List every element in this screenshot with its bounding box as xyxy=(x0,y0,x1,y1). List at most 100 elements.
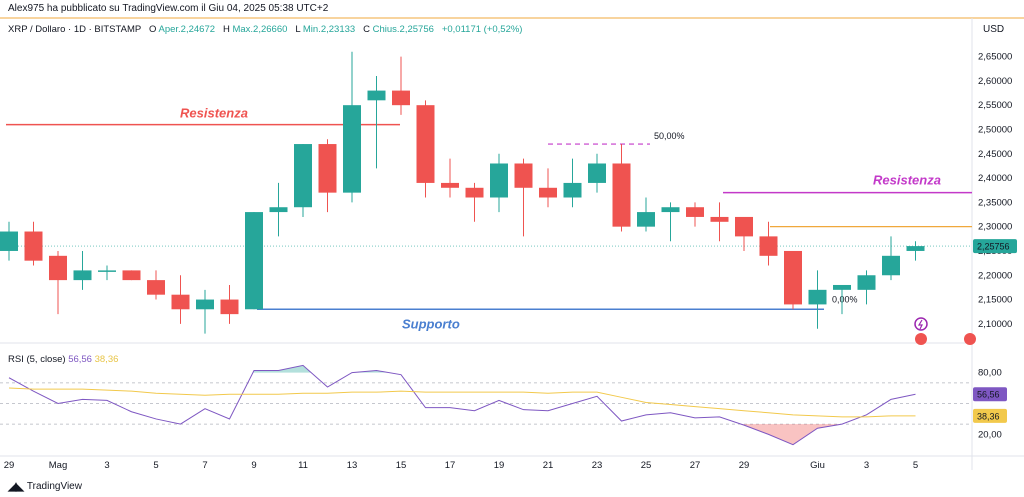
time-tick-label: 17 xyxy=(445,460,456,471)
candle-body xyxy=(661,207,680,213)
candle-body xyxy=(686,207,704,217)
tradingview-brand: TradingView xyxy=(26,481,82,492)
high-label: H xyxy=(222,24,230,35)
candle xyxy=(882,236,900,281)
candle-body xyxy=(833,284,851,290)
grid-layer xyxy=(0,17,1024,470)
time-tick-label: 21 xyxy=(543,460,554,471)
rsi-ma-value: 38,36 xyxy=(94,354,119,365)
series-legend: XRP / Dollaro · 1D · BITSTAMP O Aper.2,2… xyxy=(8,24,522,35)
candle xyxy=(269,182,288,237)
time-tick-label: 9 xyxy=(251,460,256,471)
fib-0-label: 0,00% xyxy=(832,295,858,305)
time-tick-label: 3 xyxy=(864,460,869,471)
candle xyxy=(0,221,18,261)
candle xyxy=(122,270,141,281)
candle-body xyxy=(367,90,386,101)
open-value: Aper.2,24672 xyxy=(158,24,216,35)
candle xyxy=(539,168,557,208)
time-tick-label: 25 xyxy=(641,460,652,471)
candle-body xyxy=(49,255,67,281)
candle xyxy=(686,202,704,227)
candle xyxy=(220,284,239,324)
close-value: Chius.2,25756 xyxy=(372,24,434,35)
candle xyxy=(98,265,116,281)
candle xyxy=(465,182,484,222)
candle xyxy=(808,270,827,329)
low-label: L xyxy=(295,24,301,35)
candle-body xyxy=(906,246,925,251)
candle-body xyxy=(196,299,214,310)
rsi-layer xyxy=(0,364,972,446)
candle-body xyxy=(122,270,141,281)
candle xyxy=(24,221,43,266)
time-tick-label: 13 xyxy=(347,460,358,471)
candle-body xyxy=(490,163,508,198)
price-tick-label: 2,35000 xyxy=(978,197,1012,208)
price-tick-label: 2,45000 xyxy=(978,149,1012,160)
candle-body xyxy=(514,163,533,188)
time-tick-label: 5 xyxy=(913,460,918,471)
candle-body xyxy=(759,236,778,256)
tradingview-logo[interactable]: ◢◣ TradingView xyxy=(8,480,82,493)
candle xyxy=(710,202,729,242)
time-tick-label: 7 xyxy=(202,460,207,471)
time-tick-label: 5 xyxy=(153,460,158,471)
fib-50-label: 50,00% xyxy=(654,131,685,141)
axis-layer: 2,65000 2,60000 2,55000 2,50000 2,45000 2,400… xyxy=(4,52,1017,471)
last-price-label: 2,25756 xyxy=(977,242,1010,252)
candle-body xyxy=(441,182,459,188)
rsi-label: RSI (5, close) xyxy=(8,354,66,365)
price-tick-label: 2,50000 xyxy=(978,124,1012,135)
candle-body xyxy=(269,207,288,213)
candle-body xyxy=(563,182,582,198)
candle xyxy=(343,51,361,203)
candle-body xyxy=(539,187,557,198)
candle xyxy=(637,197,655,232)
support-label: Supporto xyxy=(402,316,460,331)
rsi-tick-label: 80,00 xyxy=(978,368,1002,379)
candles-layer xyxy=(0,51,925,334)
candle xyxy=(490,153,508,213)
low-value: Min.2,23133 xyxy=(302,24,356,35)
time-tick-label: Giu xyxy=(810,460,825,471)
candle-body xyxy=(294,144,312,208)
publish-caption: Alex975 ha pubblicato su TradingView.com… xyxy=(8,3,329,14)
price-tick-label: 2,40000 xyxy=(978,173,1012,184)
candle xyxy=(563,158,582,208)
last-price-badge xyxy=(973,239,1017,254)
candle-body xyxy=(171,294,190,310)
candle xyxy=(171,275,190,324)
candle xyxy=(661,202,680,242)
candle xyxy=(245,212,263,310)
candle-body xyxy=(735,216,753,237)
candle-body xyxy=(612,163,631,227)
candle-body xyxy=(882,255,900,276)
flag-event-icon-2 xyxy=(964,333,976,345)
time-tick-label: 3 xyxy=(104,460,109,471)
candle-body xyxy=(343,105,361,193)
candle xyxy=(612,144,631,232)
resistance-red-label: Resistenza xyxy=(180,106,248,121)
resistance-purple-label: Resistenza xyxy=(873,173,941,188)
candle-body xyxy=(147,280,165,295)
currency-label: USD xyxy=(983,24,1005,35)
time-tick-label: 27 xyxy=(690,460,701,471)
candle xyxy=(784,250,802,310)
rsi-badge xyxy=(973,387,1007,402)
candle xyxy=(857,270,876,305)
annotation-lines: Resistenza Resistenza Supporto 50,00% 0,00% xyxy=(0,106,972,331)
candle-body xyxy=(98,270,116,272)
candle-body xyxy=(465,187,484,198)
rsi-badge-label: 56,56 xyxy=(977,390,1000,400)
candle xyxy=(294,144,312,217)
flash-event-icon xyxy=(914,317,928,331)
time-tick-label: Mag xyxy=(49,460,67,471)
candle xyxy=(441,158,459,198)
high-value: Max.2,26660 xyxy=(232,24,288,35)
candle-body xyxy=(637,212,655,227)
candle xyxy=(147,270,165,300)
price-tick-label: 2,55000 xyxy=(978,100,1012,111)
candle-body xyxy=(0,231,18,251)
